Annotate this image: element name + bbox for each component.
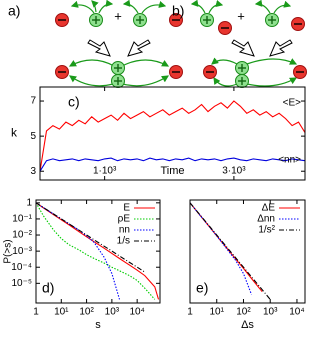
legend-label: 1/s²	[258, 225, 275, 236]
x-axis-label: Δs	[241, 319, 254, 331]
panel-label: a)	[8, 3, 20, 19]
x-axis-label: s	[95, 319, 101, 331]
series-line	[39, 157, 306, 172]
x-tick-label: 3·10³	[222, 166, 246, 177]
open-arrow	[269, 39, 293, 57]
y-tick-label: 5	[30, 131, 36, 142]
legend-label: ρE	[118, 214, 131, 225]
series-line	[189, 202, 271, 300]
series-line	[35, 202, 156, 300]
diagram-a: a) +	[8, 0, 183, 88]
x-tick-label: 10¹	[54, 307, 69, 318]
arrow	[190, 0, 206, 14]
arrow	[68, 59, 115, 67]
arrow	[141, 0, 167, 14]
series-line	[35, 202, 160, 300]
legend-label: ΔE	[262, 203, 276, 214]
arrow	[121, 59, 170, 67]
arrow	[122, 75, 170, 87]
series-line	[189, 202, 253, 295]
panel-label: b)	[172, 3, 184, 19]
series-line	[35, 202, 146, 273]
x-tick-label: 10³	[105, 307, 120, 318]
plot-frame	[189, 199, 306, 304]
y-axis-label: P(>s)	[3, 239, 14, 263]
open-arrow	[231, 39, 255, 57]
x-tick-label: 10⁴	[129, 307, 144, 318]
y-tick-label: 10⁻²	[12, 230, 32, 241]
diagram-b: b) +	[172, 0, 307, 88]
arrow	[98, 0, 114, 14]
plus-text: +	[237, 8, 245, 23]
series-line	[39, 100, 306, 172]
arrow	[91, 0, 99, 13]
arrow	[273, 0, 292, 14]
y-tick-label: 10⁻¹	[12, 214, 32, 225]
legend-label: nn	[119, 225, 130, 236]
panel-label: d)	[42, 280, 54, 296]
x-tick-label: 10²	[236, 307, 251, 318]
plot-frame	[35, 199, 161, 304]
x-tick-label: 1·10³	[93, 166, 117, 177]
open-arrow	[87, 39, 111, 57]
x-tick-label: 10¹	[210, 307, 225, 318]
legend-label: Δnn	[257, 214, 275, 225]
panel-label: e)	[196, 280, 208, 296]
arrow	[246, 58, 298, 65]
arrow	[211, 57, 238, 65]
plot-frame	[39, 86, 306, 181]
series-label: <E>	[283, 98, 302, 109]
arrow	[70, 0, 95, 14]
y-tick-label: 10⁻⁵	[11, 278, 32, 289]
arrow	[122, 0, 139, 14]
arrow	[208, 0, 224, 14]
open-arrow	[127, 39, 151, 57]
y-tick-label: 10⁻⁴	[11, 262, 32, 273]
x-axis-label: Time	[160, 165, 184, 177]
arrow	[246, 77, 298, 87]
x-tick-label: 10³	[263, 307, 278, 318]
arrow	[213, 77, 238, 87]
legend-label: 1/s	[117, 236, 130, 247]
y-tick-label: 7	[30, 96, 36, 107]
y-axis-label: k	[11, 126, 18, 140]
arrow	[69, 75, 114, 87]
x-tick-label: 1	[187, 307, 193, 318]
x-tick-label: 10²	[79, 307, 94, 318]
y-tick-label: 10⁻³	[12, 246, 32, 257]
plus-text: +	[114, 8, 122, 23]
x-tick-label: 10⁴	[289, 307, 304, 318]
x-tick-label: 1	[33, 307, 39, 318]
y-tick-label: 3	[30, 166, 36, 177]
series-label: <nn>	[278, 155, 301, 166]
y-tick-label: 1	[26, 197, 32, 208]
panel-label: c)	[68, 94, 80, 110]
legend-label: E	[123, 203, 130, 214]
arrow	[254, 0, 271, 14]
